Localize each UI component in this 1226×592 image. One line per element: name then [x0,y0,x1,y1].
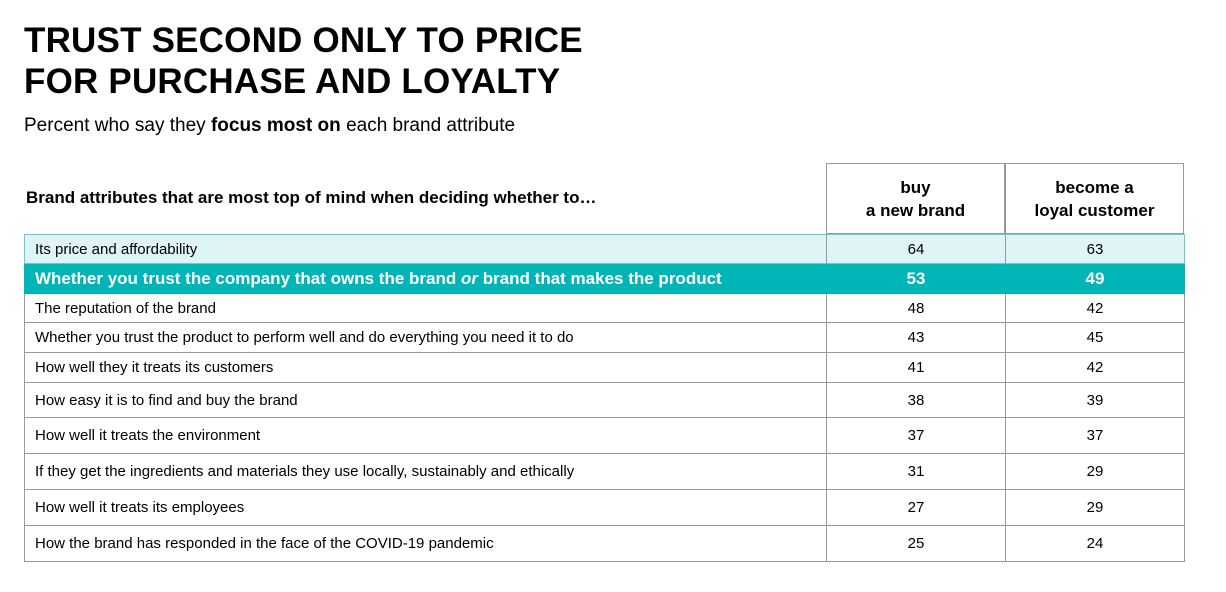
subtitle-text: each brand attribute [346,115,516,136]
cell-value: 43 [826,323,1005,352]
row-label: How well it treats the environment [35,427,261,444]
subtitle: Percent who say they focus most on each … [24,115,515,137]
column-header-line: a new brand [865,200,966,220]
cell-value: 42 [1005,294,1184,322]
row-label: Whether you trust the company that owns … [35,269,722,289]
row-label: How easy it is to find and buy the brand [35,391,298,409]
cell-value: 39 [1005,383,1184,417]
table-body: Its price and affordability 64 63 Whether y… [24,234,1185,562]
cell-value: 37 [826,418,1005,453]
table-row: Whether you trust the product to perform… [24,323,1185,353]
table-row: How the brand has responded in the face … [24,526,1185,562]
cell-value: 48 [826,294,1005,322]
cell-value: 63 [1005,235,1184,263]
row-label-part: or [460,268,478,288]
row-label: The reputation of the brand [35,299,216,317]
cell-value: 29 [1005,454,1184,489]
column-header: become a loyal customer [1005,163,1184,234]
title-line: TRUST SECOND ONLY TO PRICE [24,21,583,60]
row-label-part: Whether you trust the company that owns … [35,268,457,288]
table-row: Its price and affordability 64 63 [24,234,1185,264]
subtitle-bold: focus most on [210,115,341,136]
cell-value: 45 [1005,323,1184,352]
title-line: FOR PURCHASE AND LOYALTY [24,62,561,101]
table-row: If they get the ingredients and material… [24,454,1185,490]
cell-value: 49 [1005,264,1184,293]
cell-value: 42 [1005,353,1184,382]
cell-value: 29 [1005,490,1184,525]
table-row: The reputation of the brand 48 42 [24,294,1185,323]
column-header-line: loyal customer [1034,200,1155,220]
row-label: How well they it treats its customers [35,359,274,376]
row-label-part: brand that makes the product [482,268,722,288]
row-label: How the brand has responded in the face … [35,535,494,552]
column-header-line: buy [900,177,931,197]
table-row: How easy it is to find and buy the brand… [24,383,1185,418]
row-label: Whether you trust the product to perform… [35,329,574,346]
subtitle-text: Percent who say they [24,115,206,136]
cell-value: 25 [826,526,1005,561]
row-label: How well it treats its employees [35,499,245,516]
cell-value: 41 [826,353,1005,382]
table-row: Whether you trust the company that owns … [24,264,1185,294]
table-row: How well it treats the environment 37 37 [24,418,1185,454]
table-row: How well they it treats its customers 41 4… [24,353,1185,383]
cell-value: 27 [826,490,1005,525]
cell-value: 64 [826,235,1005,263]
column-header: buy a new brand [826,163,1005,234]
row-header: Brand attributes that are most top of mi… [26,188,597,207]
cell-value: 37 [1005,418,1184,453]
cell-value: 53 [826,264,1005,293]
table-row: How well it treats its employees 27 29 [24,490,1185,526]
cell-value: 38 [826,383,1005,417]
cell-value: 24 [1005,526,1184,561]
title: TRUST SECOND ONLY TO PRICE FOR PURCHASE … [24,20,583,102]
row-label: Its price and affordability [35,240,198,258]
row-label: If they get the ingredients and material… [35,463,575,480]
cell-value: 31 [826,454,1005,489]
column-header-line: become a [1055,177,1134,197]
